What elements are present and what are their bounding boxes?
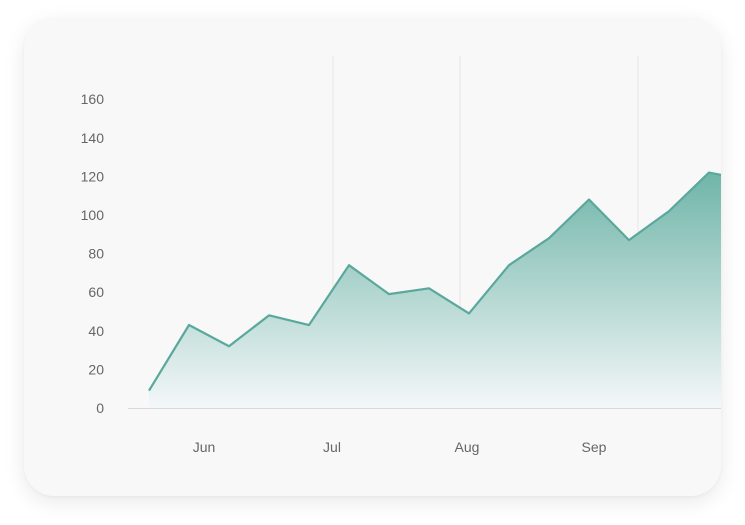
area-chart: 0 20 40 60 80 100 120 140 160 Jun Jul Aug Sep	[81, 56, 721, 455]
y-tick-label: 160	[81, 91, 105, 107]
x-tick-label: Jul	[323, 439, 341, 455]
data-point[interactable]	[466, 310, 472, 316]
series-line	[148, 171, 721, 392]
chart-card: 0 20 40 60 80 100 120 140 160 Jun Jul Aug Sep	[24, 18, 721, 496]
area-fill	[149, 172, 721, 408]
y-tick-label: 40	[88, 323, 104, 339]
y-tick-label: 120	[81, 168, 105, 184]
y-tick-label: 20	[88, 361, 104, 377]
data-point[interactable]	[706, 170, 712, 176]
data-point[interactable]	[266, 312, 272, 318]
data-point[interactable]	[546, 235, 552, 241]
data-point[interactable]	[346, 262, 352, 268]
y-tick-label: 140	[81, 130, 105, 146]
data-point[interactable]	[586, 197, 592, 203]
data-point[interactable]	[306, 322, 312, 328]
data-point[interactable]	[426, 285, 432, 291]
x-tick-label: Sep	[582, 439, 607, 455]
x-axis-tick-labels: Jun Jul Aug Sep	[193, 439, 607, 455]
data-point[interactable]	[506, 262, 512, 268]
x-tick-label: Jun	[193, 439, 216, 455]
y-tick-label: 60	[88, 284, 104, 300]
y-tick-label: 80	[88, 246, 104, 262]
data-point[interactable]	[386, 291, 392, 297]
area-layer	[146, 170, 721, 408]
data-point[interactable]	[226, 343, 232, 349]
data-point[interactable]	[186, 322, 192, 328]
data-point[interactable]	[666, 208, 672, 214]
y-tick-label: 100	[81, 207, 105, 223]
x-tick-label: Aug	[455, 439, 480, 455]
y-axis-tick-labels: 0 20 40 60 80 100 120 140 160	[81, 91, 105, 416]
data-point[interactable]	[146, 388, 152, 394]
y-tick-label: 0	[96, 400, 104, 416]
data-point[interactable]	[626, 237, 632, 243]
